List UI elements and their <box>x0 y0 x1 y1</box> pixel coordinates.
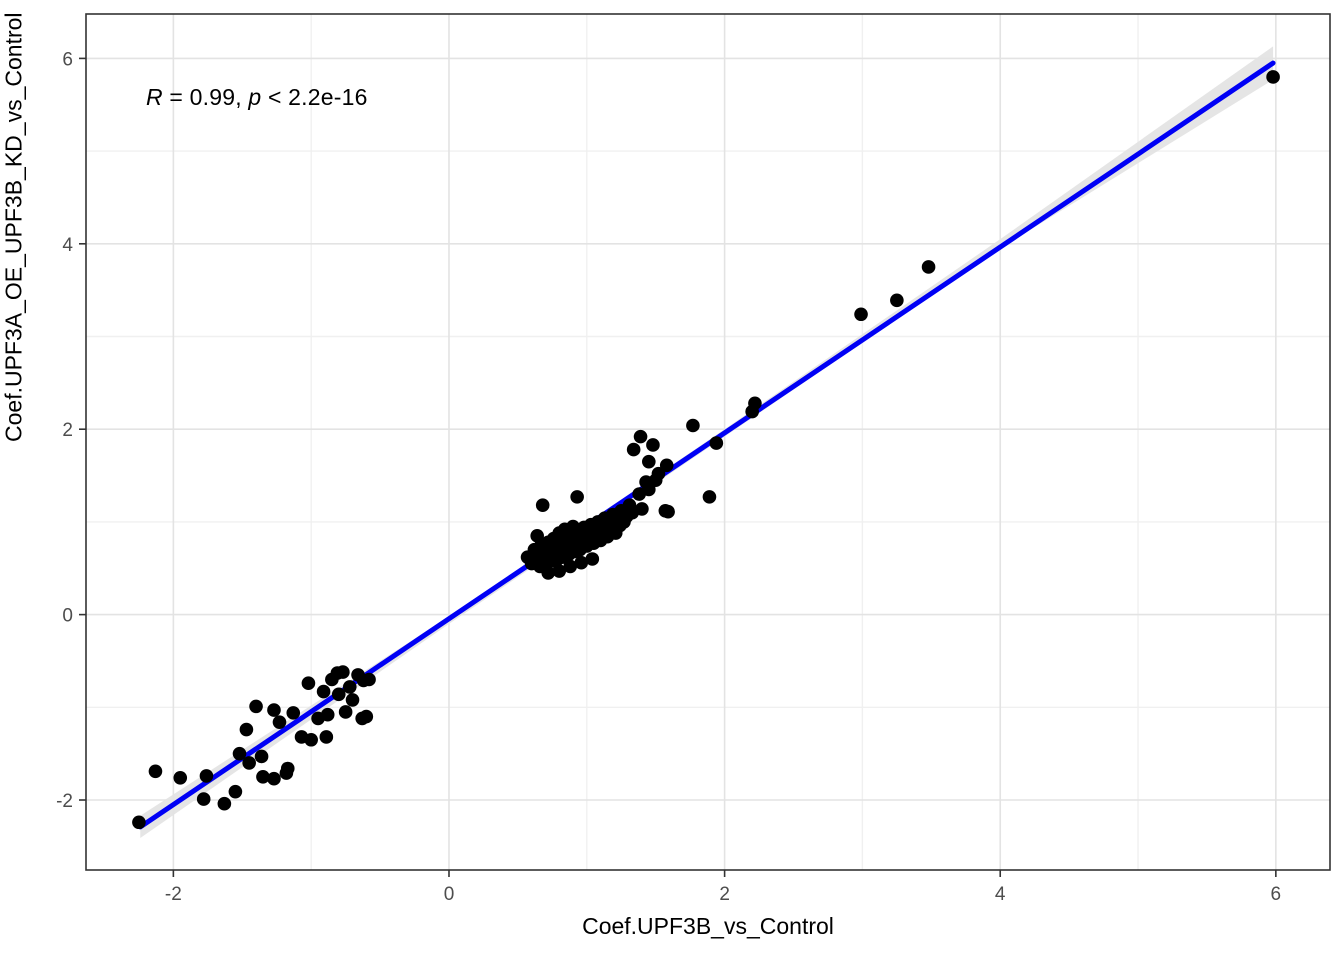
x-tick-label: 6 <box>1271 884 1282 905</box>
r-symbol: R <box>146 84 163 110</box>
data-point <box>359 709 374 724</box>
data-point <box>1266 70 1280 84</box>
data-point <box>642 454 656 469</box>
data-point <box>199 769 214 783</box>
data-point <box>272 715 287 729</box>
regression-line <box>137 60 1276 830</box>
y-tick-label: 6 <box>62 49 73 70</box>
y-tick-label: -2 <box>56 791 73 812</box>
data-point <box>642 482 656 497</box>
data-point <box>748 396 762 411</box>
x-tick-label: 4 <box>995 884 1006 905</box>
data-point <box>535 498 550 513</box>
data-point <box>336 665 350 679</box>
data-point <box>530 529 544 543</box>
data-point <box>362 672 376 687</box>
data-point <box>552 564 567 578</box>
data-point <box>563 559 578 574</box>
p-symbol: p <box>248 84 262 110</box>
r-value: = 0.99, <box>162 84 249 110</box>
data-point <box>254 749 269 764</box>
data-point <box>217 796 232 811</box>
data-point <box>658 503 673 518</box>
x-tick-label: 0 <box>444 884 455 905</box>
y-tick-label: 2 <box>62 420 73 441</box>
data-point <box>659 458 674 473</box>
data-point <box>267 703 281 717</box>
data-point <box>249 699 263 714</box>
data-point <box>686 418 700 433</box>
data-point <box>648 473 663 487</box>
x-tick-label: -2 <box>165 884 182 905</box>
data-point <box>338 705 353 719</box>
data-point <box>635 502 649 516</box>
data-point <box>890 293 904 308</box>
data-point <box>286 706 301 720</box>
data-point <box>311 711 325 726</box>
data-point <box>256 770 270 784</box>
panel-border <box>85 13 1331 871</box>
correlation-annotation: R = 0.99, p < 2.2e-16 <box>146 84 368 111</box>
data-point <box>646 438 660 452</box>
data-point <box>585 552 600 566</box>
data-point <box>345 693 360 707</box>
data-point <box>301 676 316 691</box>
y-tick-label: 0 <box>62 606 73 627</box>
data-point <box>541 566 556 580</box>
data-point <box>132 815 146 830</box>
data-point <box>316 684 331 699</box>
data-point <box>574 555 589 570</box>
data-point <box>173 770 188 785</box>
data-point <box>232 746 247 761</box>
data-point <box>709 436 724 450</box>
data-point <box>854 307 868 322</box>
y-tick-label: 4 <box>62 235 73 256</box>
data-point <box>331 687 346 702</box>
data-point <box>633 429 648 444</box>
x-axis-title: Coef.UPF3B_vs_Control <box>582 913 834 939</box>
data-point <box>921 260 936 274</box>
data-point <box>570 490 584 504</box>
data-point <box>267 771 281 786</box>
data-point <box>239 722 254 737</box>
p-value: < 2.2e-16 <box>261 84 368 110</box>
data-point <box>242 756 256 770</box>
data-point <box>228 784 243 799</box>
data-point <box>325 672 339 687</box>
data-point <box>342 680 357 694</box>
data-point <box>196 792 211 806</box>
data-point <box>319 730 334 744</box>
data-point <box>702 490 717 504</box>
data-point <box>304 732 318 747</box>
x-tick-label: 2 <box>719 884 730 905</box>
data-point <box>148 764 163 779</box>
data-point <box>626 442 641 457</box>
data-point <box>280 761 295 776</box>
